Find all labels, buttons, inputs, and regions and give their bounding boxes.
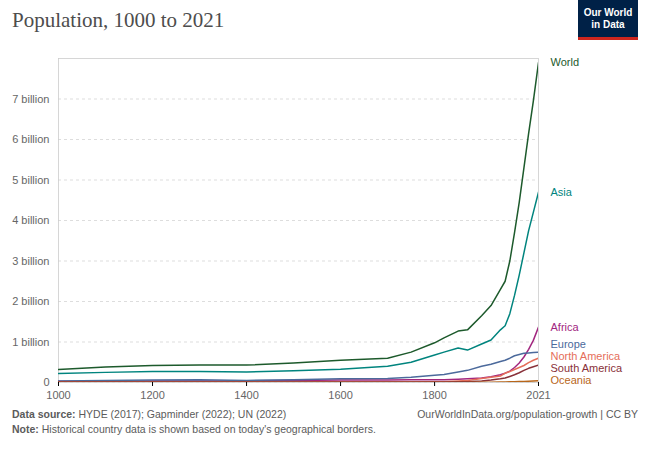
html-text:Our World: Our World xyxy=(583,7,633,18)
svg-text:1400: 1400 xyxy=(234,389,258,401)
svg-text:5 billion: 5 billion xyxy=(12,174,49,186)
svg-text:2021: 2021 xyxy=(526,389,550,401)
svg-text:World: World xyxy=(551,56,580,68)
svg-text:1800: 1800 xyxy=(422,389,446,401)
svg-text:1200: 1200 xyxy=(140,389,164,401)
html-text:Data source: HYDE (2017); Gapm: Data source: HYDE (2017); Gapminder (202… xyxy=(12,408,287,420)
html-text:OurWorldInData.org/population-: OurWorldInData.org/population-growth | C… xyxy=(417,408,638,420)
svg-text:2 billion: 2 billion xyxy=(12,295,49,307)
svg-text:3 billion: 3 billion xyxy=(12,255,49,267)
svg-text:0: 0 xyxy=(43,376,49,388)
svg-text:1600: 1600 xyxy=(328,389,352,401)
html-text:Note: Historical country data: Note: Historical country data is shown b… xyxy=(12,423,376,435)
svg-text:6 billion: 6 billion xyxy=(12,133,49,145)
svg-text:7 billion: 7 billion xyxy=(12,93,49,105)
svg-text:Asia: Asia xyxy=(551,186,573,198)
svg-text:1000: 1000 xyxy=(46,389,70,401)
svg-text:North America: North America xyxy=(551,350,622,362)
svg-text:Europe: Europe xyxy=(551,338,586,350)
html-text:Population, 1000 to 2021: Population, 1000 to 2021 xyxy=(12,8,225,32)
svg-text:Oceania: Oceania xyxy=(551,374,593,386)
html-text:in Data: in Data xyxy=(591,19,625,30)
svg-text:Africa: Africa xyxy=(551,321,580,333)
svg-text:4 billion: 4 billion xyxy=(12,214,49,226)
svg-text:1 billion: 1 billion xyxy=(12,336,49,348)
svg-text:South America: South America xyxy=(551,362,623,374)
